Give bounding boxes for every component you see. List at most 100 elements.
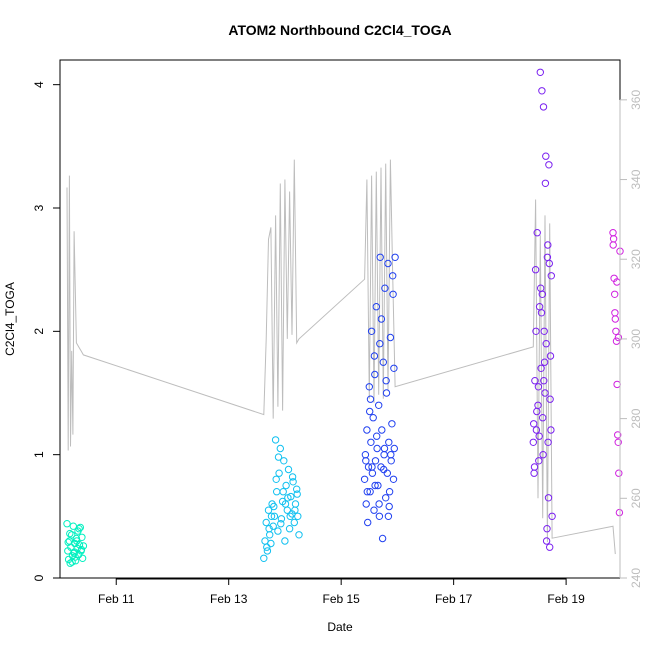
data-point <box>611 290 619 298</box>
data-point <box>385 502 393 511</box>
data-point <box>382 377 390 385</box>
y-axis: 0 1 2 3 4 <box>32 81 61 581</box>
y2-tick-label: 240 <box>629 568 643 588</box>
data-point <box>389 272 397 280</box>
data-point <box>66 529 74 538</box>
y-tick-label: 1 <box>32 451 46 458</box>
data-point <box>378 426 386 434</box>
data-point <box>274 453 283 461</box>
data-point <box>72 534 81 543</box>
data-point <box>542 152 550 160</box>
data-point <box>614 438 622 446</box>
data-point <box>380 465 388 474</box>
data-point <box>273 488 281 496</box>
data-point <box>375 512 384 520</box>
data-point <box>279 488 287 496</box>
secondary-line-layer <box>66 159 616 555</box>
data-point <box>291 500 300 508</box>
data-point <box>540 377 548 385</box>
data-point <box>76 523 85 532</box>
data-point <box>360 475 369 483</box>
data-point <box>284 494 292 502</box>
data-point <box>71 553 79 561</box>
data-point <box>276 444 284 453</box>
data-point <box>384 512 393 520</box>
data-point <box>540 327 548 335</box>
data-point <box>383 469 391 477</box>
y2-tick-label: 280 <box>629 408 643 428</box>
data-point <box>541 179 550 188</box>
data-point <box>609 241 617 249</box>
data-point <box>290 518 298 527</box>
data-point <box>265 525 273 533</box>
data-point <box>286 512 294 520</box>
x-axis-label: Date <box>327 620 353 634</box>
data-point <box>275 469 283 477</box>
data-point <box>367 438 375 446</box>
data-point <box>63 520 71 528</box>
data-point <box>269 522 277 530</box>
data-point <box>371 457 380 465</box>
data-point <box>366 395 375 403</box>
data-point <box>544 494 553 502</box>
data-point <box>274 527 282 535</box>
data-point <box>382 494 390 502</box>
points-layer <box>63 68 624 567</box>
x-tick-label: Feb 17 <box>435 592 473 606</box>
data-point <box>529 438 537 446</box>
y-tick-label: 2 <box>32 328 46 335</box>
data-point <box>612 337 621 345</box>
data-point <box>543 525 551 533</box>
data-point <box>280 457 288 465</box>
data-point <box>366 488 374 496</box>
data-point <box>542 340 550 348</box>
data-point <box>263 543 271 551</box>
data-point <box>370 352 379 360</box>
data-point <box>385 438 393 446</box>
data-point <box>533 229 541 237</box>
data-point <box>73 537 81 545</box>
data-point <box>262 518 270 527</box>
plot-frame <box>59 59 621 579</box>
data-point <box>387 451 395 459</box>
data-point <box>530 463 539 471</box>
y-tick-label: 4 <box>32 81 46 88</box>
data-point <box>541 389 549 397</box>
secondary-line <box>66 159 616 555</box>
x-tick-label: Feb 15 <box>322 592 360 606</box>
data-point <box>368 463 376 471</box>
y2-tick-label: 340 <box>629 169 643 189</box>
data-point <box>77 545 86 554</box>
x-tick-label: Feb 13 <box>210 592 248 606</box>
data-point <box>288 473 297 481</box>
data-point <box>71 557 80 565</box>
data-point <box>539 103 548 111</box>
y2-tick-label: 360 <box>629 90 643 110</box>
data-point <box>609 235 618 243</box>
y-tick-label: 0 <box>32 574 46 581</box>
data-point <box>78 533 86 541</box>
data-point <box>75 525 83 533</box>
data-point <box>546 395 554 403</box>
data-point <box>390 444 398 453</box>
data-point <box>546 352 555 360</box>
data-point <box>531 266 540 274</box>
data-point <box>376 253 384 261</box>
data-point <box>70 548 79 556</box>
data-point <box>535 457 543 465</box>
data-point <box>613 380 621 389</box>
data-point <box>532 426 541 434</box>
data-point <box>368 469 377 477</box>
data-point <box>546 543 554 551</box>
data-point <box>289 478 297 486</box>
data-point <box>363 426 371 434</box>
data-point <box>371 481 379 490</box>
data-point <box>377 315 386 323</box>
data-point <box>260 554 268 562</box>
data-point <box>272 475 280 483</box>
data-point <box>547 272 555 280</box>
data-point <box>363 488 371 496</box>
data-point <box>263 547 272 555</box>
data-point <box>267 539 275 548</box>
